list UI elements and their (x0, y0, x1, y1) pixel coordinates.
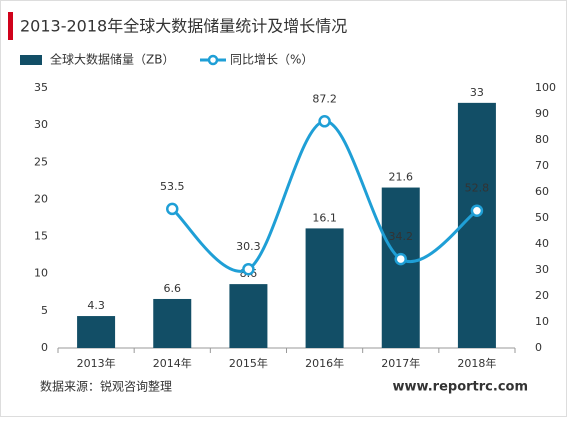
y-tick-label: 25 (34, 155, 48, 168)
line-marker (470, 204, 484, 217)
y-tick-label: 30 (34, 118, 48, 131)
bar-value-label: 21.6 (389, 171, 414, 184)
line-value-label: 52.8 (465, 182, 490, 195)
bar (305, 228, 344, 348)
x-tick-label: 2017年 (381, 356, 420, 370)
legend-swatch (207, 54, 219, 66)
bar-value-label: 16.1 (312, 211, 337, 224)
legend-label: 同比增长（%） (230, 53, 313, 67)
line-value-label: 53.5 (160, 180, 185, 193)
y-tick-label: 10 (34, 267, 48, 280)
bar-value-label: 4.3 (87, 299, 105, 312)
line-value-label: 87.2 (312, 92, 337, 105)
y2-tick-label: 70 (535, 159, 549, 172)
y2-tick-label: 40 (535, 237, 549, 250)
bar (153, 298, 192, 348)
y-tick-label: 0 (41, 341, 48, 354)
y2-tick-label: 90 (535, 107, 549, 120)
y2-tick-label: 10 (535, 315, 549, 328)
title-accent (8, 12, 13, 40)
y2-tick-label: 20 (535, 289, 549, 302)
bar (457, 102, 496, 348)
x-tick-label: 2015年 (229, 356, 268, 370)
bar-value-label: 6.6 (164, 282, 182, 295)
x-tick-label: 2018年 (457, 356, 496, 370)
legend-swatch (20, 55, 42, 65)
line-marker (394, 252, 407, 266)
line-marker (318, 115, 331, 128)
y2-tick-label: 80 (535, 133, 549, 146)
y-tick-label: 20 (34, 192, 48, 205)
bar (381, 187, 420, 348)
x-tick-label: 2013年 (77, 356, 116, 370)
line-marker (242, 262, 255, 276)
line-marker (166, 202, 179, 216)
source: 数据来源：锐观咨询整理 (40, 379, 172, 394)
x-tick-label: 2016年 (305, 356, 344, 370)
bar-value-label: 33 (470, 86, 484, 99)
watermark: www.reportrc.com (393, 380, 528, 395)
y2-tick-label: 60 (535, 185, 549, 198)
y2-tick-label: 50 (535, 211, 549, 224)
chart-title: 2013-2018年全球大数据储量统计及增长情况 (20, 17, 347, 36)
bar (229, 284, 268, 348)
y-tick-label: 5 (41, 304, 48, 317)
y2-tick-label: 30 (535, 263, 549, 276)
y2-tick-label: 100 (535, 81, 556, 94)
bar (77, 316, 116, 348)
line-value-label: 34.2 (389, 230, 414, 243)
x-tick-label: 2014年 (153, 356, 192, 370)
y-tick-label: 15 (34, 230, 48, 243)
legend-label: 全球大数据储量（ZB） (50, 52, 174, 67)
line-value-label: 30.3 (236, 240, 261, 253)
y2-tick-label: 0 (535, 341, 542, 354)
y-tick-label: 35 (34, 81, 48, 94)
